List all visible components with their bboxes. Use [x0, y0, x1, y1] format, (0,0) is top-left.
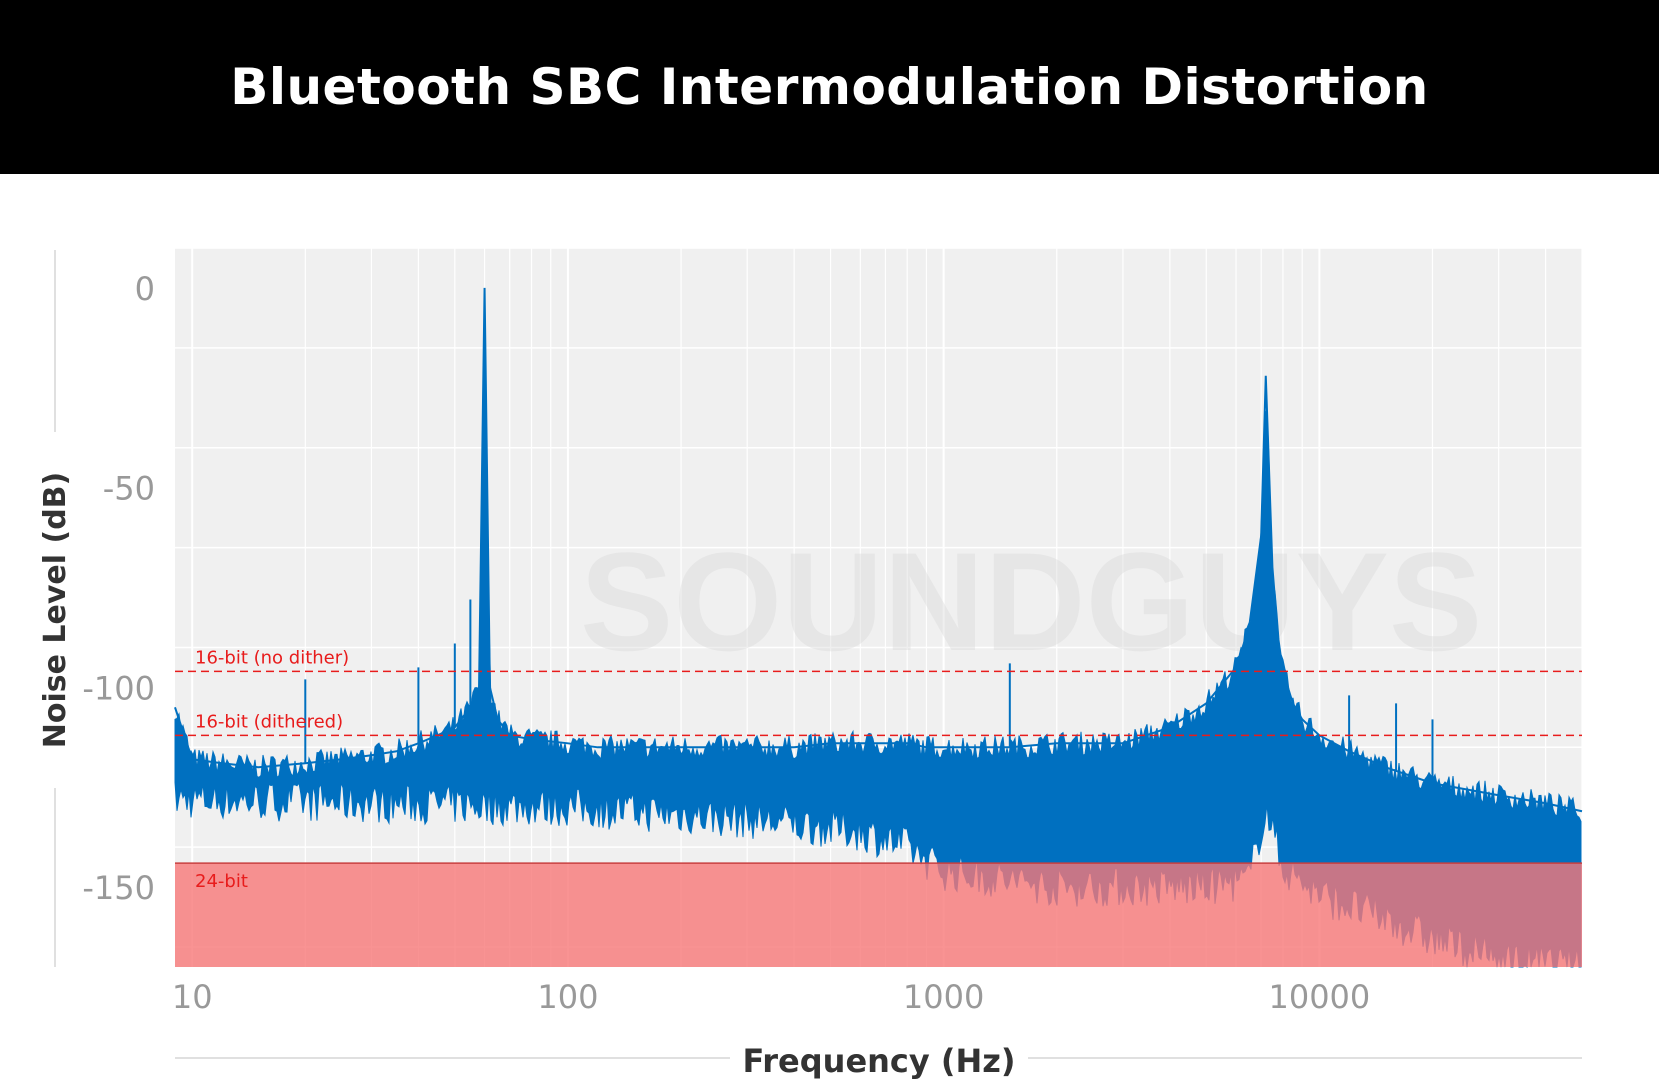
x-axis-label: Frequency (Hz): [742, 1042, 1015, 1080]
band-24bit: [175, 863, 1582, 967]
x-tick-label: 1000: [903, 978, 984, 1016]
y-axis-label: Noise Level (dB): [38, 472, 73, 749]
band-label: 24-bit: [195, 871, 248, 892]
reference-label: 16-bit (no dither): [195, 647, 349, 668]
x-tick-label: 10000: [1268, 978, 1370, 1016]
title-bar: Bluetooth SBC Intermodulation Distortion: [0, 0, 1659, 174]
y-tick-label: -100: [82, 669, 155, 707]
x-tick-label: 10: [172, 978, 213, 1016]
series-line: [174, 287, 1583, 813]
soundguys-logo: SOUNDGUYS: [580, 523, 1482, 680]
y-tick-label: -150: [82, 869, 155, 907]
chart-title: Bluetooth SBC Intermodulation Distortion: [230, 58, 1429, 116]
series-layer: [174, 287, 1583, 813]
reference-lines: 16-bit (no dither) 16-bit (dithered): [175, 647, 1582, 737]
y-tick-label: -50: [103, 470, 155, 508]
band-layer: 24-bit: [175, 862, 1582, 967]
reference-label: 16-bit (dithered): [195, 711, 343, 732]
x-tick-label: 100: [537, 978, 598, 1016]
y-tick-label: 0: [135, 270, 155, 308]
axes: 10 100 1000 10000 0 -50 -100 -150 Frequency (Hz)…: [38, 250, 1582, 1080]
svg-text:SOUNDGUYS: SOUNDGUYS: [580, 523, 1482, 680]
